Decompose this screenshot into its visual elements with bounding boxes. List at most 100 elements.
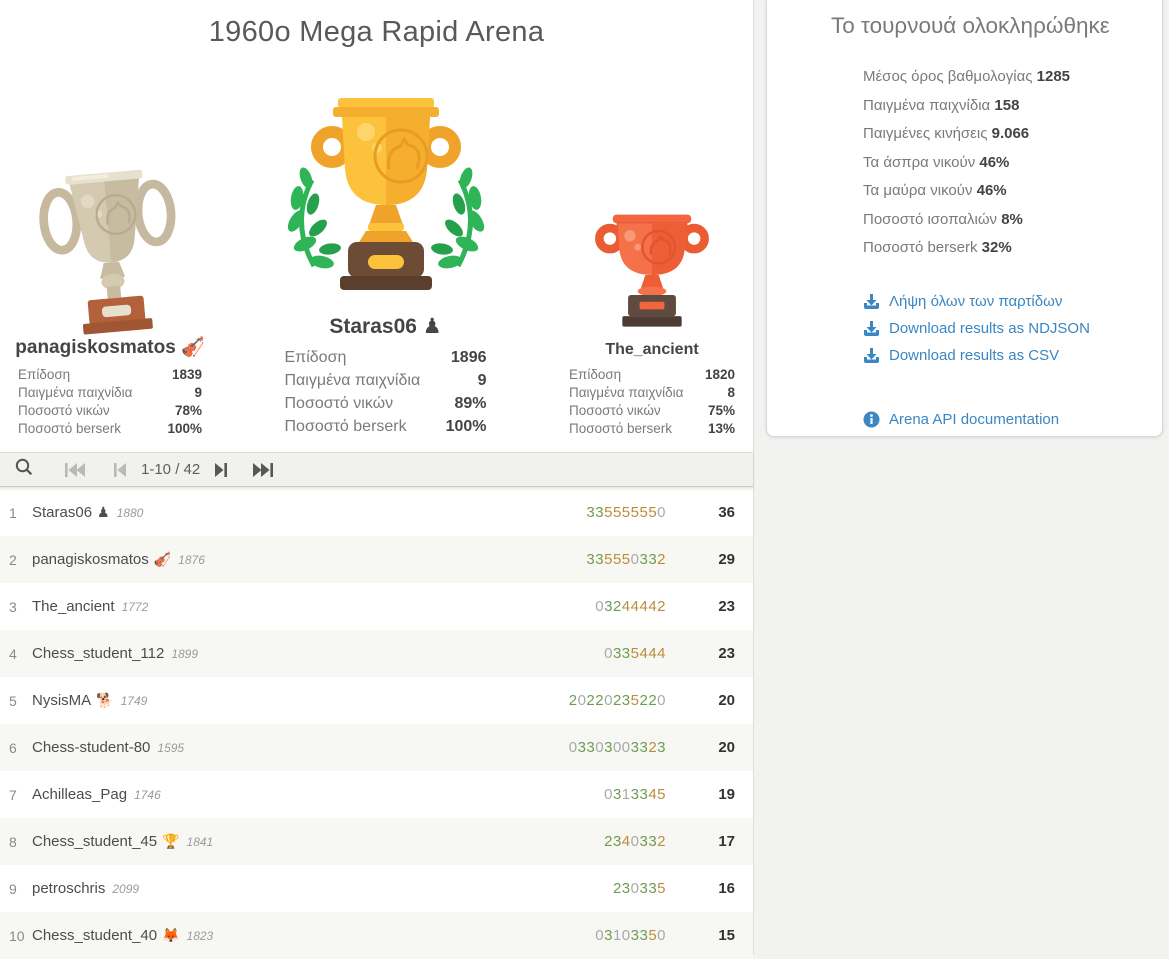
score-digit: 3 [639,739,649,756]
score-digit: 3 [621,880,631,897]
violin-icon: 🎻 [181,337,205,358]
stat-value: 89% [454,395,487,412]
first-page-button[interactable] [64,462,86,478]
total-score: 20 [718,692,735,709]
download-link[interactable]: Download results as NDJSON [863,315,1162,342]
score-digit: 4 [621,833,631,850]
stat-row: Μέσος όρος βαθμολογίας 1285 [863,63,1076,92]
score-digit: 5 [612,551,622,568]
score-sheet: 03103350 [466,927,666,944]
score-digit: 5 [621,551,631,568]
player-name[interactable]: Chess_student_40 [32,927,158,944]
score-digit: 0 [621,927,631,944]
last-page-button[interactable] [252,462,274,478]
next-page-button[interactable] [214,462,228,478]
score-digit: 3 [604,739,613,756]
stat-row: Ποσοστό berserk 32% [863,234,1076,263]
stat-label: Τα μαύρα νικούν [863,182,973,199]
download-link-label: Download results as NDJSON [889,319,1090,337]
rank-cell: 8 [9,833,17,850]
download-link[interactable]: Λήψη όλων των παρτίδων [863,288,1162,315]
table-row[interactable]: 3 The_ancient 1772 03244442 23 [0,583,753,630]
stat-label: Παιγμένα παιχνίδια [569,385,684,400]
table-row[interactable]: 6 Chess-student-80 1595 03303003323 20 [0,724,753,771]
download-link[interactable]: Download results as CSV [863,342,1162,369]
stat-label: Μέσος όρος βαθμολογίας [863,68,1033,85]
search-icon[interactable] [14,457,34,482]
stat-row: Ποσοστό berserk 13% [569,420,735,438]
score-sheet: 0335444 [466,645,666,662]
table-row[interactable]: 1 Staras06 ♟ 1880 335555550 36 [0,489,753,536]
stat-value: 9 [194,385,202,400]
score-digit: 2 [657,551,666,568]
arena-api-doc-link[interactable]: Arena API documentation [863,406,1162,433]
score-digit: 2 [639,692,649,709]
table-row[interactable]: 4 Chess_student_112 1899 0335444 23 [0,630,753,677]
player-rating: 1746 [134,787,161,802]
table-row[interactable]: 8 Chess_student_45 🏆 1841 2340332 17 [0,818,753,865]
total-score: 16 [718,880,735,897]
score-digit: 4 [657,645,666,662]
second-place-name[interactable]: panagiskosmatos 🎻 [15,337,205,358]
second-place-stats: Επίδοση 1839 Παιγμένα παιχνίδια 9 Ποσοστ… [18,366,202,438]
rank-cell: 1 [9,504,17,521]
score-digit: 3 [630,786,640,803]
score-digit: 3 [657,739,666,756]
third-place-name[interactable]: The_ancient [605,341,699,358]
score-digit: 3 [604,598,613,615]
rank-cell: 3 [9,598,17,615]
score-digit: 2 [568,692,578,709]
player-name[interactable]: Chess_student_45 [32,833,158,850]
score-digit: 2 [604,833,613,850]
table-row[interactable]: 2 panagiskosmatos 🎻 1876 335550332 29 [0,536,753,583]
score-digit: 2 [648,739,658,756]
stat-value: 9.066 [991,125,1030,142]
table-row[interactable]: 5 NysisMA 🐕 1749 20220235220 20 [0,677,753,724]
player-name[interactable]: panagiskosmatos [32,551,149,568]
player-name[interactable]: Chess-student-80 [32,739,151,756]
player-flair-icon: 🏆 [162,833,180,849]
stat-row: Παιγμένα παιχνίδια 158 [863,92,1076,121]
third-place-stats: Επίδοση 1820 Παιγμένα παιχνίδια 8 Ποσοστ… [569,366,735,438]
score-digit: 1 [621,786,631,803]
prev-page-button[interactable] [113,462,127,478]
stat-row: Ποσοστό νικών 75% [569,402,735,420]
score-digit: 0 [621,739,631,756]
page-range: 1-10 / 42 [141,461,201,478]
stat-label: Ποσοστό berserk [284,418,407,435]
score-digit: 3 [648,880,658,897]
score-digit: 4 [639,598,649,615]
table-row[interactable]: 7 Achilleas_Pag 1746 0313345 19 [0,771,753,818]
stat-label: Παιγμένα παιχνίδια [18,385,133,400]
score-digit: 0 [630,833,640,850]
score-digit: 3 [621,645,631,662]
player-name[interactable]: Staras06 [32,504,93,521]
first-place-stats: Επίδοση 1896 Παιγμένα παιχνίδια 9 Ποσοστ… [279,346,493,438]
score-digit: 4 [648,645,658,662]
player-name[interactable]: Achilleas_Pag [32,786,128,803]
score-digit: 5 [639,504,649,521]
score-digit: 0 [595,927,605,944]
stat-label: Ποσοστό νικών [569,403,661,418]
player-name[interactable]: The_ancient [32,598,115,615]
score-digit: 3 [648,833,658,850]
table-row[interactable]: 10 Chess_student_40 🦊 1823 03103350 15 [0,912,753,959]
score-digit: 3 [630,739,640,756]
score-sheet: 03303003323 [466,739,666,756]
stat-label: Επίδοση [284,349,347,366]
silver-trophy-icon [39,169,176,335]
player-name[interactable]: petroschris [32,880,106,897]
stat-value: 8 [727,385,735,400]
score-digit: 3 [639,927,649,944]
total-score: 20 [718,739,735,756]
player-rating: 2099 [112,881,140,896]
stat-value: 1820 [704,367,735,382]
podium: panagiskosmatos 🎻 Επίδοση 1839 Παιγμένα … [0,50,753,448]
table-row[interactable]: 9 petroschris 2099 230335 16 [0,865,753,912]
first-place-name[interactable]: Staras06 ♟ [329,315,442,338]
score-digit: 0 [568,739,578,756]
stat-value: 32% [981,239,1012,256]
score-digit: 4 [648,786,658,803]
player-name[interactable]: NysisMA [32,692,92,709]
player-name[interactable]: Chess_student_112 [32,645,165,662]
